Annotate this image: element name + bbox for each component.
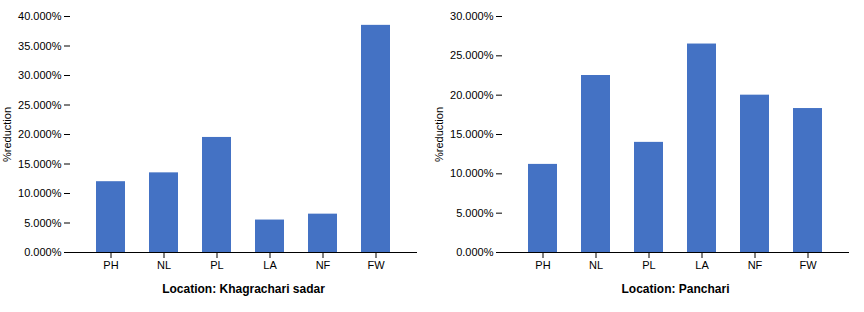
svg-text:20.000%: 20.000% bbox=[18, 128, 62, 140]
svg-text:15.000%: 15.000% bbox=[450, 128, 494, 140]
svg-text:%reduction: %reduction bbox=[1, 107, 13, 162]
svg-text:FW: FW bbox=[367, 259, 385, 271]
svg-text:30.000%: 30.000% bbox=[450, 10, 494, 22]
svg-text:PL: PL bbox=[642, 259, 655, 271]
svg-text:%reduction: %reduction bbox=[433, 107, 445, 162]
html-text:Location: Khagrachari sadar: Location: Khagrachari sadar bbox=[162, 282, 325, 296]
svg-text:5.000%: 5.000% bbox=[24, 217, 62, 229]
svg-text:40.000%: 40.000% bbox=[18, 10, 62, 22]
svg-text:25.000%: 25.000% bbox=[450, 49, 494, 61]
svg-text:NL: NL bbox=[589, 259, 603, 271]
svg-text:35.000%: 35.000% bbox=[18, 40, 62, 52]
svg-text:20.000%: 20.000% bbox=[450, 89, 494, 101]
svg-text:10.000%: 10.000% bbox=[450, 167, 494, 179]
svg-text:15.000%: 15.000% bbox=[18, 158, 62, 170]
svg-text:5.000%: 5.000% bbox=[456, 207, 494, 219]
html-text:Location: Panchari: Location: Panchari bbox=[621, 282, 730, 296]
svg-text:NF: NF bbox=[316, 259, 331, 271]
svg-text:10.000%: 10.000% bbox=[18, 187, 62, 199]
svg-text:0.000%: 0.000% bbox=[456, 246, 494, 258]
svg-text:0.000%: 0.000% bbox=[24, 246, 62, 258]
svg-text:PH: PH bbox=[103, 259, 118, 271]
svg-text:PL: PL bbox=[210, 259, 223, 271]
svg-text:25.000%: 25.000% bbox=[18, 99, 62, 111]
svg-text:LA: LA bbox=[263, 259, 277, 271]
svg-text:PH: PH bbox=[535, 259, 550, 271]
svg-text:LA: LA bbox=[695, 259, 709, 271]
svg-text:30.000%: 30.000% bbox=[18, 69, 62, 81]
svg-text:NL: NL bbox=[157, 259, 171, 271]
svg-text:NF: NF bbox=[748, 259, 763, 271]
svg-text:FW: FW bbox=[799, 259, 817, 271]
